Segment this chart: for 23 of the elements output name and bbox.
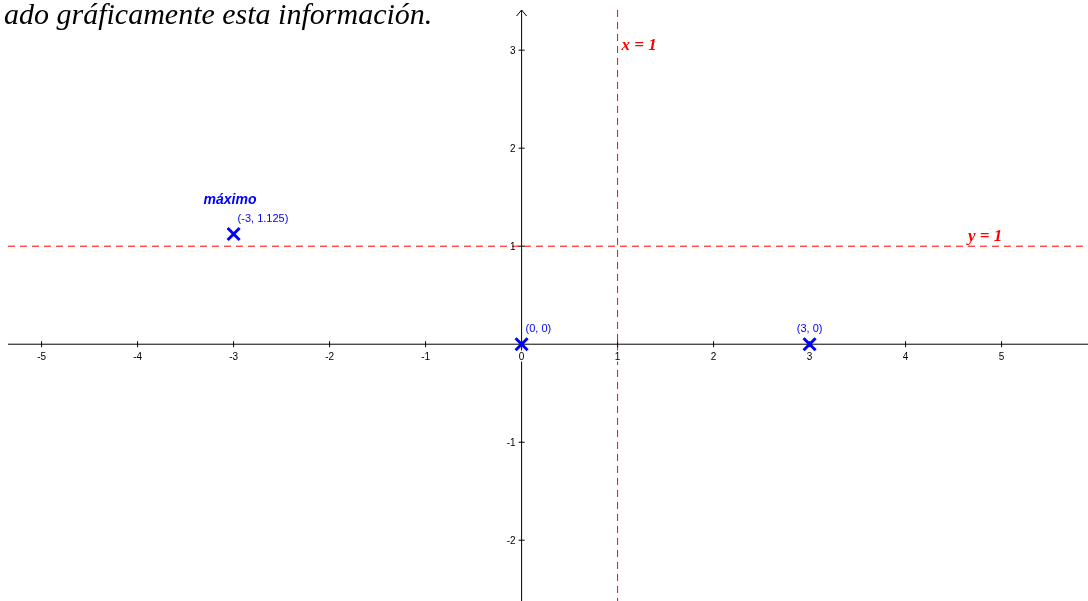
y-tick-label: 3 [510, 45, 517, 57]
x-tick-label: 0 [518, 351, 525, 363]
x-tick-label: 4 [902, 351, 909, 363]
y-tick-label: -2 [506, 535, 517, 547]
x-tick-label: -3 [229, 351, 239, 363]
annotation: máximo [203, 190, 257, 207]
data-label: (-3, 1.125) [237, 211, 289, 224]
data-label: (0, 0) [525, 322, 552, 335]
ref-line-label: y = 1 [966, 226, 1003, 246]
x-tick-label: -5 [37, 351, 47, 363]
x-tick-label: -4 [133, 351, 143, 363]
x-tick-label: -1 [421, 351, 431, 363]
y-tick-label: 1 [510, 241, 517, 253]
x-tick-label: 2 [710, 351, 717, 363]
y-tick-label: -1 [506, 437, 517, 449]
data-label: (3, 0) [796, 322, 823, 335]
x-tick-label: 1 [614, 351, 621, 363]
y-tick-label: 2 [510, 143, 517, 155]
x-tick-label: -2 [325, 351, 335, 363]
ref-line-label: x = 1 [620, 35, 657, 54]
x-tick-label: 5 [998, 351, 1005, 363]
x-tick-label: 3 [806, 351, 813, 363]
chart-title: ado gráficamente esta información. [4, 0, 433, 30]
